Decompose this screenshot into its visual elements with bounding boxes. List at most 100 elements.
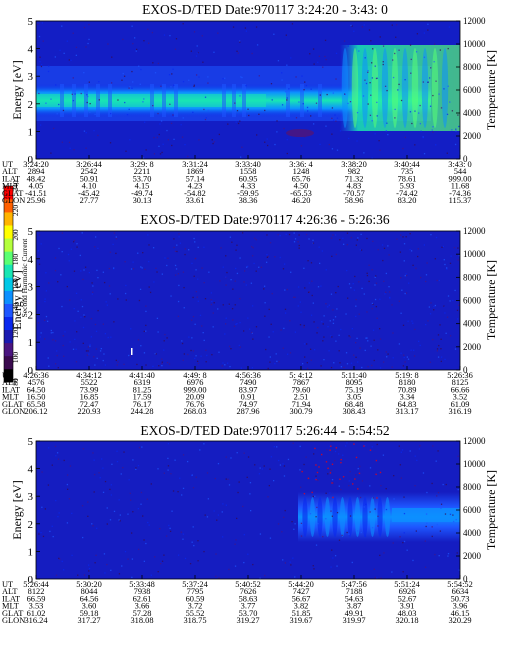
noise-pixel bbox=[443, 88, 445, 90]
orbit-cell: 4:41:40 bbox=[129, 371, 155, 380]
band-stripe bbox=[332, 497, 338, 537]
noise-pixel bbox=[308, 282, 310, 284]
noise-pixel bbox=[376, 497, 378, 499]
noise-pixel bbox=[339, 362, 341, 364]
noise-pixel bbox=[304, 136, 306, 138]
noise-pixel bbox=[140, 503, 142, 505]
noise-pixel bbox=[442, 245, 445, 248]
noise-pixel bbox=[258, 75, 260, 77]
noise-pixel bbox=[118, 499, 120, 501]
noise-pixel bbox=[133, 37, 136, 39]
noise-pixel bbox=[428, 77, 431, 79]
noise-pixel bbox=[346, 232, 349, 234]
noise-pixel bbox=[88, 570, 90, 572]
noise-pixel bbox=[182, 23, 184, 25]
noise-pixel bbox=[405, 292, 408, 294]
orbit-cell: 3:38:20 bbox=[341, 160, 367, 169]
noise-pixel bbox=[369, 467, 372, 469]
noise-pixel bbox=[197, 300, 199, 302]
noise-pixel bbox=[447, 85, 449, 87]
burst-stripe bbox=[341, 48, 349, 128]
noise-pixel bbox=[409, 248, 411, 251]
orbit-cell: 83.97 bbox=[239, 385, 258, 394]
noise-pixel bbox=[105, 301, 107, 303]
noise-pixel bbox=[145, 305, 147, 307]
noise-pixel bbox=[402, 541, 404, 544]
noise-pixel bbox=[272, 331, 274, 333]
noise-pixel bbox=[384, 85, 387, 87]
noise-pixel bbox=[365, 82, 368, 85]
noise-pixel bbox=[329, 492, 331, 494]
noise-pixel bbox=[161, 361, 163, 363]
noise-pixel bbox=[74, 93, 76, 95]
noise-pixel bbox=[263, 285, 266, 287]
noise-pixel bbox=[224, 110, 226, 112]
noise-pixel bbox=[312, 239, 314, 241]
noise-pixel bbox=[393, 498, 395, 500]
noise-pixel bbox=[350, 236, 353, 239]
noise-pixel bbox=[385, 488, 387, 490]
noise-pixel bbox=[173, 84, 175, 86]
noise-pixel bbox=[157, 331, 159, 333]
noise-pixel bbox=[247, 456, 250, 458]
noise-pixel bbox=[310, 262, 313, 264]
noise-pixel bbox=[54, 257, 57, 259]
noise-pixel bbox=[243, 533, 245, 536]
noise-pixel bbox=[62, 335, 65, 337]
noise-pixel bbox=[365, 337, 367, 339]
orbit-cell: 3:26:44 bbox=[76, 160, 102, 169]
band-stripe bbox=[174, 84, 178, 117]
noise-pixel bbox=[83, 269, 85, 271]
noise-pixel bbox=[375, 459, 378, 462]
noise-pixel bbox=[335, 52, 338, 55]
orbit-cell: 999.00 bbox=[448, 174, 471, 183]
noise-pixel bbox=[430, 233, 432, 236]
noise-pixel bbox=[139, 288, 142, 291]
noise-pixel bbox=[235, 267, 237, 270]
noise-pixel bbox=[196, 45, 198, 47]
y2-tick-label: 2000 bbox=[463, 551, 482, 561]
noise-pixel bbox=[371, 62, 373, 64]
noise-pixel bbox=[399, 464, 402, 466]
noise-pixel bbox=[245, 284, 247, 286]
noise-pixel bbox=[452, 514, 454, 516]
noise-pixel bbox=[176, 250, 178, 253]
noise-pixel bbox=[444, 513, 447, 515]
noise-pixel bbox=[335, 447, 338, 449]
noise-pixel bbox=[310, 115, 312, 117]
y2-tick-label: 12000 bbox=[463, 16, 486, 26]
noise-pixel bbox=[454, 143, 457, 146]
orbit-cell: 54.63 bbox=[345, 594, 364, 603]
noise-pixel bbox=[286, 353, 289, 355]
noise-pixel bbox=[47, 65, 50, 67]
noise-pixel bbox=[299, 445, 301, 448]
noise-pixel bbox=[143, 560, 146, 562]
noise-pixel bbox=[245, 30, 248, 32]
y2-tick-label: 8000 bbox=[463, 482, 482, 492]
orbit-cell: 2211 bbox=[134, 167, 150, 176]
noise-pixel bbox=[237, 491, 239, 494]
noise-pixel bbox=[335, 253, 337, 256]
noise-pixel bbox=[332, 319, 335, 321]
noise-pixel bbox=[388, 254, 390, 256]
noise-pixel bbox=[441, 246, 443, 248]
noise-pixel bbox=[335, 340, 337, 342]
noise-pixel bbox=[374, 133, 376, 135]
noise-pixel bbox=[208, 271, 210, 273]
noise-pixel bbox=[135, 467, 137, 469]
noise-pixel bbox=[62, 344, 64, 347]
noise-pixel bbox=[246, 266, 248, 268]
noise-pixel bbox=[326, 449, 328, 451]
noise-pixel bbox=[196, 52, 199, 54]
noise-pixel bbox=[222, 304, 224, 306]
noise-pixel bbox=[252, 338, 254, 340]
noise-pixel bbox=[324, 39, 327, 42]
noise-pixel bbox=[373, 339, 375, 341]
noise-pixel bbox=[331, 107, 334, 109]
noise-pixel bbox=[382, 61, 384, 63]
noise-pixel bbox=[193, 84, 196, 86]
orbit-cell: -70.57 bbox=[343, 189, 365, 198]
noise-pixel bbox=[307, 291, 310, 294]
noise-pixel bbox=[457, 488, 459, 491]
